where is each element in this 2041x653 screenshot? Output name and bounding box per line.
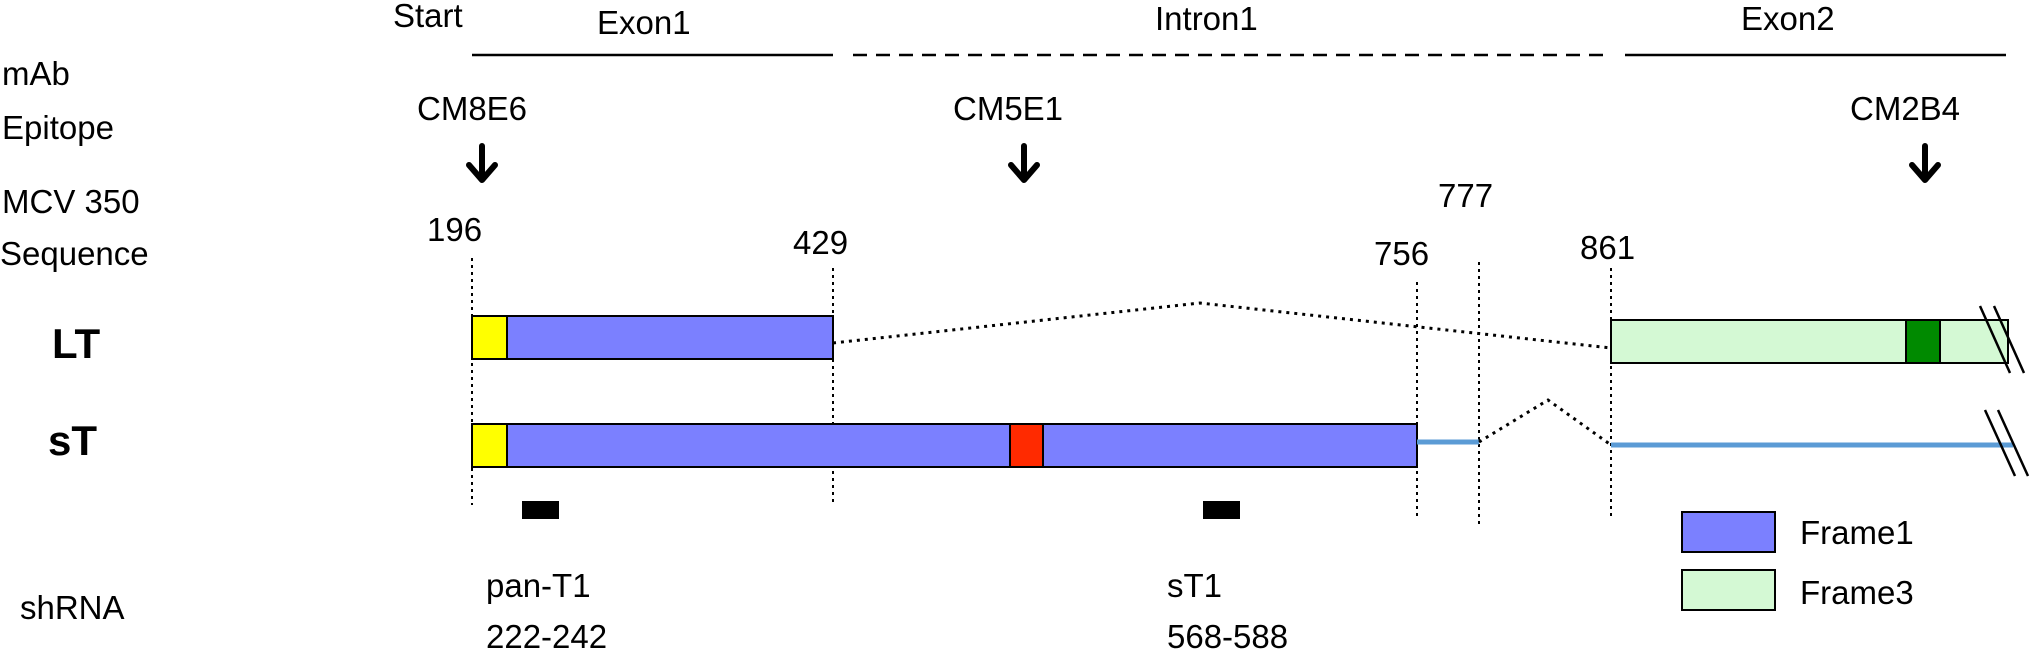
lt-label: LT: [52, 320, 101, 367]
pos-756: 756: [1374, 235, 1429, 272]
shrna-label: shRNA: [20, 589, 125, 626]
st-epitope-cm8e6-box: [471, 423, 508, 468]
shrna-pan-t1-name: pan-T1: [486, 567, 591, 604]
legend-frame3-label: Frame3: [1800, 574, 1914, 611]
shrna-st1-range: 568-588: [1167, 618, 1288, 653]
start-label: Start: [393, 0, 463, 34]
exon2-label: Exon2: [1741, 0, 1835, 37]
st-splice-junction: [1478, 398, 1612, 447]
shrna-st1-name: sT1: [1167, 567, 1222, 604]
st-frame1: [471, 423, 1418, 468]
lt-splice-junction: [832, 301, 1612, 350]
shrna-st1-mark: [1203, 501, 1240, 519]
st-label: sT: [48, 417, 97, 464]
pos-861: 861: [1580, 229, 1635, 266]
legend-frame1-label: Frame1: [1800, 514, 1914, 551]
lt-break-mark-icon: [1978, 305, 2026, 374]
intron1-label: Intron1: [1155, 0, 1258, 37]
legend-frame1-swatch: [1681, 511, 1776, 553]
arrow-cm2b4-icon: [1909, 143, 1941, 183]
sequence-label-line2: Sequence: [0, 235, 149, 272]
lt-epitope-cm8e6-box: [471, 315, 508, 360]
epitope-cm5e1: CM5E1: [953, 90, 1063, 127]
lt-exon2-frame3: [1610, 319, 2009, 364]
st-break-mark-icon: [1983, 409, 2030, 477]
sequence-label-line1: MCV 350: [2, 183, 140, 220]
legend-frame3-swatch: [1681, 569, 1776, 611]
mab-label-line2: Epitope: [2, 109, 114, 146]
epitope-cm8e6: CM8E6: [417, 90, 527, 127]
pos-196: 196: [427, 211, 482, 248]
lt-exon1-frame1: [471, 315, 834, 360]
legend: Frame1 Frame3: [1681, 511, 1914, 611]
epitope-cm2b4: CM2B4: [1850, 90, 1960, 127]
pos-429: 429: [793, 224, 848, 261]
mab-label-line1: mAb: [2, 55, 70, 92]
st-epitope-cm5e1-box: [1009, 423, 1044, 468]
shrna-pan-t1-range: 222-242: [486, 618, 607, 653]
exon1-label: Exon1: [597, 4, 691, 41]
arrow-cm8e6-icon: [466, 143, 498, 183]
pos-777: 777: [1438, 177, 1493, 214]
arrow-cm5e1-icon: [1008, 143, 1040, 183]
shrna-pan-t1-mark: [522, 501, 559, 519]
lt-epitope-cm2b4-box: [1905, 319, 1941, 364]
